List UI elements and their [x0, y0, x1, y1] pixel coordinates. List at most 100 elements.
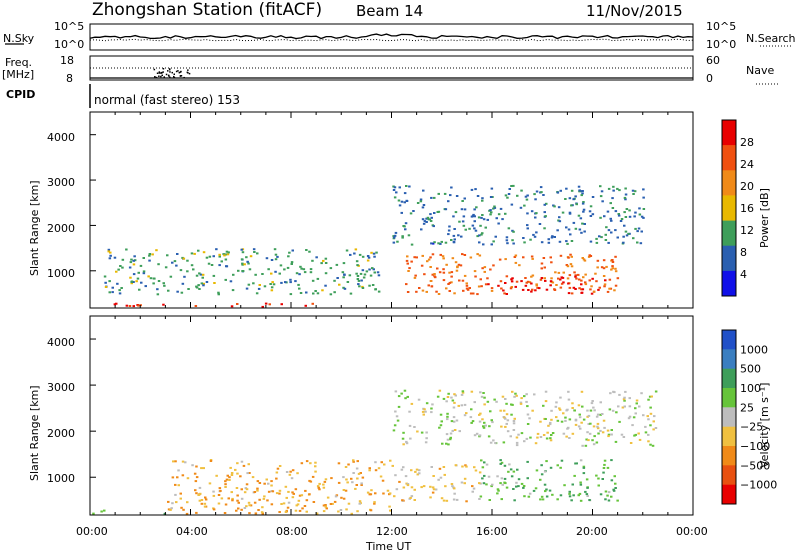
range-gate-cell — [242, 464, 246, 467]
range-gate-cell — [324, 284, 327, 287]
range-gate-cell — [396, 240, 399, 243]
range-gate-cell — [611, 261, 615, 263]
nave-dip-point — [173, 75, 175, 78]
range-gate-cell — [549, 280, 553, 283]
range-gate-cell — [550, 277, 553, 280]
range-gate-cell — [524, 284, 528, 287]
range-gate-cell — [475, 206, 478, 209]
range-gate-cell — [654, 427, 658, 429]
range-gate-cell — [557, 219, 560, 222]
range-gate-cell — [179, 492, 182, 495]
range-gate-cell — [111, 291, 114, 294]
range-gate-cell — [574, 418, 578, 421]
range-gate-cell — [582, 210, 585, 213]
range-gate-cell — [262, 497, 266, 500]
range-gate-cell — [523, 204, 526, 207]
range-gate-cell — [433, 212, 436, 214]
range-gate-cell — [602, 267, 606, 270]
range-gate-cell — [419, 200, 423, 203]
range-gate-cell — [421, 254, 424, 257]
range-gate-cell — [204, 498, 208, 501]
range-gate-cell — [355, 484, 358, 486]
range-gate-cell — [249, 255, 253, 258]
range-gate-cell — [595, 474, 598, 477]
range-gate-cell — [230, 305, 234, 308]
range-gate-cell — [323, 480, 327, 483]
range-gate-cell — [490, 287, 494, 290]
power-ylabel: Slant Range [km] — [28, 180, 41, 276]
range-gate-cell — [565, 264, 569, 266]
range-gate-cell — [529, 436, 532, 439]
range-gate-cell — [162, 303, 165, 306]
range-gate-cell — [330, 477, 333, 480]
range-gate-cell — [634, 433, 637, 436]
range-gate-cell — [509, 468, 513, 471]
range-gate-cell — [473, 215, 476, 218]
range-gate-cell — [272, 283, 276, 286]
colorbar-label: 12 — [740, 224, 754, 237]
range-gate-cell — [583, 259, 587, 262]
range-gate-cell — [528, 281, 532, 284]
range-gate-cell — [515, 436, 519, 439]
range-gate-cell — [649, 406, 652, 409]
range-gate-cell — [594, 272, 597, 275]
range-gate-cell — [504, 194, 508, 197]
range-gate-cell — [614, 267, 617, 270]
range-gate-cell — [584, 283, 588, 286]
range-gate-cell — [588, 432, 592, 435]
range-gate-cell — [510, 403, 513, 406]
range-gate-cell — [454, 261, 458, 264]
range-gate-cell — [587, 255, 591, 258]
range-gate-cell — [235, 487, 239, 489]
range-gate-cell — [401, 235, 404, 238]
range-gate-cell — [571, 402, 574, 405]
range-gate-cell — [575, 462, 578, 465]
range-gate-cell — [624, 187, 627, 190]
range-gate-cell — [512, 230, 515, 233]
range-gate-cell — [465, 282, 468, 285]
range-gate-cell — [642, 188, 645, 191]
range-gate-cell — [345, 249, 349, 252]
range-gate-cell — [601, 413, 604, 415]
range-gate-cell — [447, 233, 450, 236]
range-gate-cell — [570, 240, 574, 242]
range-gate-cell — [557, 206, 561, 209]
range-gate-cell — [536, 286, 539, 289]
range-gate-cell — [635, 402, 638, 405]
range-gate-cell — [398, 204, 402, 207]
nave-dip-point — [169, 76, 171, 79]
range-gate-cell — [438, 467, 442, 470]
range-gate-cell — [538, 287, 541, 290]
range-gate-cell — [402, 486, 406, 489]
range-gate-cell — [176, 476, 179, 479]
range-gate-cell — [478, 471, 482, 474]
range-gate-cell — [405, 283, 408, 286]
range-gate-cell — [371, 267, 374, 270]
range-gate-cell — [430, 196, 433, 199]
colorbar-swatch — [722, 170, 736, 196]
nave-dip-point — [180, 75, 183, 77]
range-gate-cell — [464, 228, 467, 231]
range-gate-cell — [559, 278, 562, 281]
range-gate-cell — [200, 467, 203, 470]
range-gate-cell — [571, 432, 575, 435]
range-gate-cell — [589, 240, 593, 243]
range-gate-cell — [280, 303, 283, 306]
range-gate-cell — [432, 225, 435, 228]
range-gate-cell — [308, 250, 311, 253]
range-gate-cell — [539, 498, 542, 501]
range-gate-cell — [116, 282, 119, 285]
range-gate-cell — [406, 484, 410, 487]
range-gate-cell — [524, 277, 527, 279]
range-gate-cell — [638, 438, 642, 441]
range-gate-cell — [587, 423, 590, 425]
range-gate-cell — [504, 212, 507, 215]
range-gate-cell — [472, 292, 475, 295]
range-gate-cell — [200, 502, 204, 505]
colorbar-swatch — [722, 388, 736, 408]
range-gate-cell — [499, 207, 503, 210]
range-gate-cell — [318, 482, 321, 485]
range-gate-cell — [488, 425, 491, 428]
range-gate-cell — [516, 194, 519, 197]
range-gate-cell — [202, 284, 205, 287]
